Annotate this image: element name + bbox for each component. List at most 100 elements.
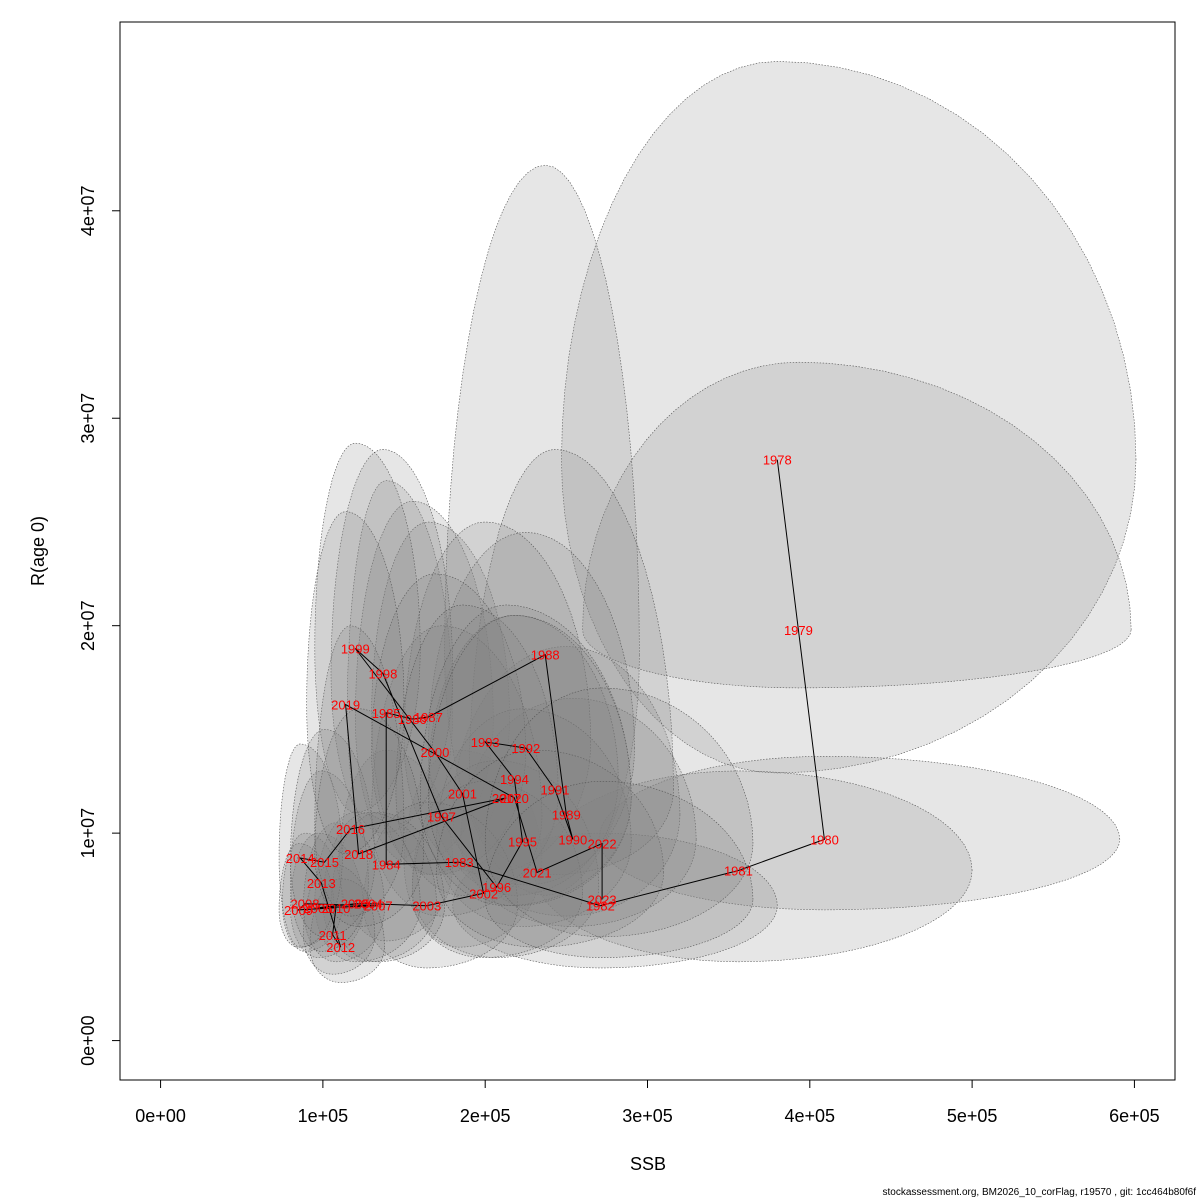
confidence-region <box>452 832 778 969</box>
y-axis: 0e+00 1e+07 2e+07 3e+07 4e+07 <box>78 186 121 1066</box>
year-label: 2013 <box>307 876 336 891</box>
year-label: 1980 <box>810 832 839 847</box>
year-label: 1998 <box>368 666 397 681</box>
x-axis-label: SSB <box>630 1154 666 1174</box>
trajectory-line <box>297 459 825 948</box>
year-label: 1985 <box>372 706 401 721</box>
year-label: 1979 <box>784 623 813 638</box>
confidence-region <box>322 812 437 963</box>
confidence-region <box>303 822 385 963</box>
year-label: 2014 <box>286 851 315 866</box>
confidence-region <box>330 448 454 834</box>
year-label: 1986 <box>398 712 427 727</box>
year-label: 2011 <box>319 928 347 943</box>
year-label: 2012 <box>326 940 355 955</box>
x-tick-label: 5e+05 <box>947 1106 998 1126</box>
confidence-region <box>428 531 635 886</box>
year-label: 1992 <box>511 741 540 756</box>
year-label: 1987 <box>414 710 443 725</box>
x-tick-label: 1e+05 <box>298 1106 349 1126</box>
confidence-region <box>452 646 681 917</box>
confidence-region <box>314 442 421 813</box>
confidence-region <box>314 812 421 963</box>
year-label: 1995 <box>508 834 537 849</box>
year-label: 1991 <box>541 783 570 798</box>
year-label: 2002 <box>469 886 498 901</box>
confidence-region <box>484 780 754 958</box>
confidence-region <box>428 614 619 896</box>
confidence-region <box>395 604 559 896</box>
year-label: 1982 <box>586 899 615 914</box>
y-tick-label: 1e+07 <box>78 808 98 859</box>
year-label: 2021 <box>523 866 552 881</box>
year-label: 2009 <box>284 903 313 918</box>
year-label: 2015 <box>310 855 339 870</box>
confidence-region <box>411 780 583 958</box>
confidence-region <box>428 614 632 907</box>
year-label: 2019 <box>331 698 360 713</box>
year-label: 2007 <box>364 899 393 914</box>
year-labels: 1978 1979 1980 1981 1982 1983 1984 198519861987… <box>284 453 839 956</box>
x-tick-label: 0e+00 <box>135 1106 186 1126</box>
confidence-region <box>290 832 364 958</box>
year-label: 2008 <box>291 897 320 912</box>
confidence-region <box>371 573 527 875</box>
year-label: 1988 <box>531 648 560 663</box>
confidence-region <box>533 770 973 963</box>
year-label: 2005 <box>341 897 370 912</box>
confidence-ellipses <box>278 61 1137 983</box>
year-label: 1994 <box>500 772 529 787</box>
y-tick-label: 4e+07 <box>78 186 98 237</box>
year-label: 1999 <box>341 642 370 657</box>
y-tick-label: 3e+07 <box>78 393 98 444</box>
confidence-region <box>484 687 754 938</box>
confidence-region <box>444 164 640 896</box>
x-tick-label: 6e+05 <box>1109 1106 1160 1126</box>
year-label: 2016 <box>336 822 365 837</box>
y-axis-label: R(age 0) <box>28 516 48 586</box>
year-label: 2023 <box>588 893 617 908</box>
confidence-region <box>306 511 405 855</box>
y-tick-label: 2e+07 <box>78 600 98 651</box>
year-label: 1981 <box>724 864 753 879</box>
confidence-region <box>468 448 674 875</box>
confidence-region <box>290 729 376 938</box>
year-label: 1993 <box>471 735 500 750</box>
footer-note: stockassessment.org, BM2026_10_corFlag, … <box>882 1187 1196 1198</box>
year-label: 1996 <box>482 880 511 895</box>
x-axis: 0e+00 1e+05 2e+05 3e+05 4e+05 5e+05 6e+05 <box>135 1079 1160 1126</box>
year-label: 2001 <box>448 787 477 802</box>
year-label: 2020 <box>500 791 529 806</box>
confidence-region <box>436 749 665 948</box>
year-label: 2010 <box>321 901 350 916</box>
confidence-region <box>281 832 343 952</box>
year-label: 2000 <box>420 745 449 760</box>
year-label: 1978 <box>763 453 792 468</box>
trajectory <box>297 459 825 948</box>
confidence-region <box>460 697 697 927</box>
year-label: 2004 <box>354 897 383 912</box>
confidence-region <box>354 500 494 865</box>
confidence-region <box>582 361 1132 689</box>
year-label: 2022 <box>588 837 617 852</box>
year-label: 1997 <box>427 810 456 825</box>
year-label: 2017 <box>492 791 521 806</box>
x-tick-label: 4e+05 <box>785 1106 836 1126</box>
confidence-region <box>314 708 424 927</box>
year-label: 1984 <box>372 857 401 872</box>
confidence-region <box>411 760 600 958</box>
year-label: 1989 <box>552 808 581 823</box>
confidence-region <box>371 521 510 875</box>
y-tick-label: 0e+00 <box>78 1015 98 1066</box>
confidence-region <box>330 812 445 963</box>
year-label: 2006 <box>304 901 333 916</box>
x-tick-label: 2e+05 <box>460 1106 511 1126</box>
x-tick-label: 3e+05 <box>622 1106 673 1126</box>
year-label: 1983 <box>445 855 474 870</box>
confidence-region <box>598 756 1121 911</box>
year-label: 2018 <box>344 847 373 862</box>
confidence-region <box>403 521 592 875</box>
confidence-region <box>419 604 632 907</box>
year-label: 2003 <box>412 899 441 914</box>
